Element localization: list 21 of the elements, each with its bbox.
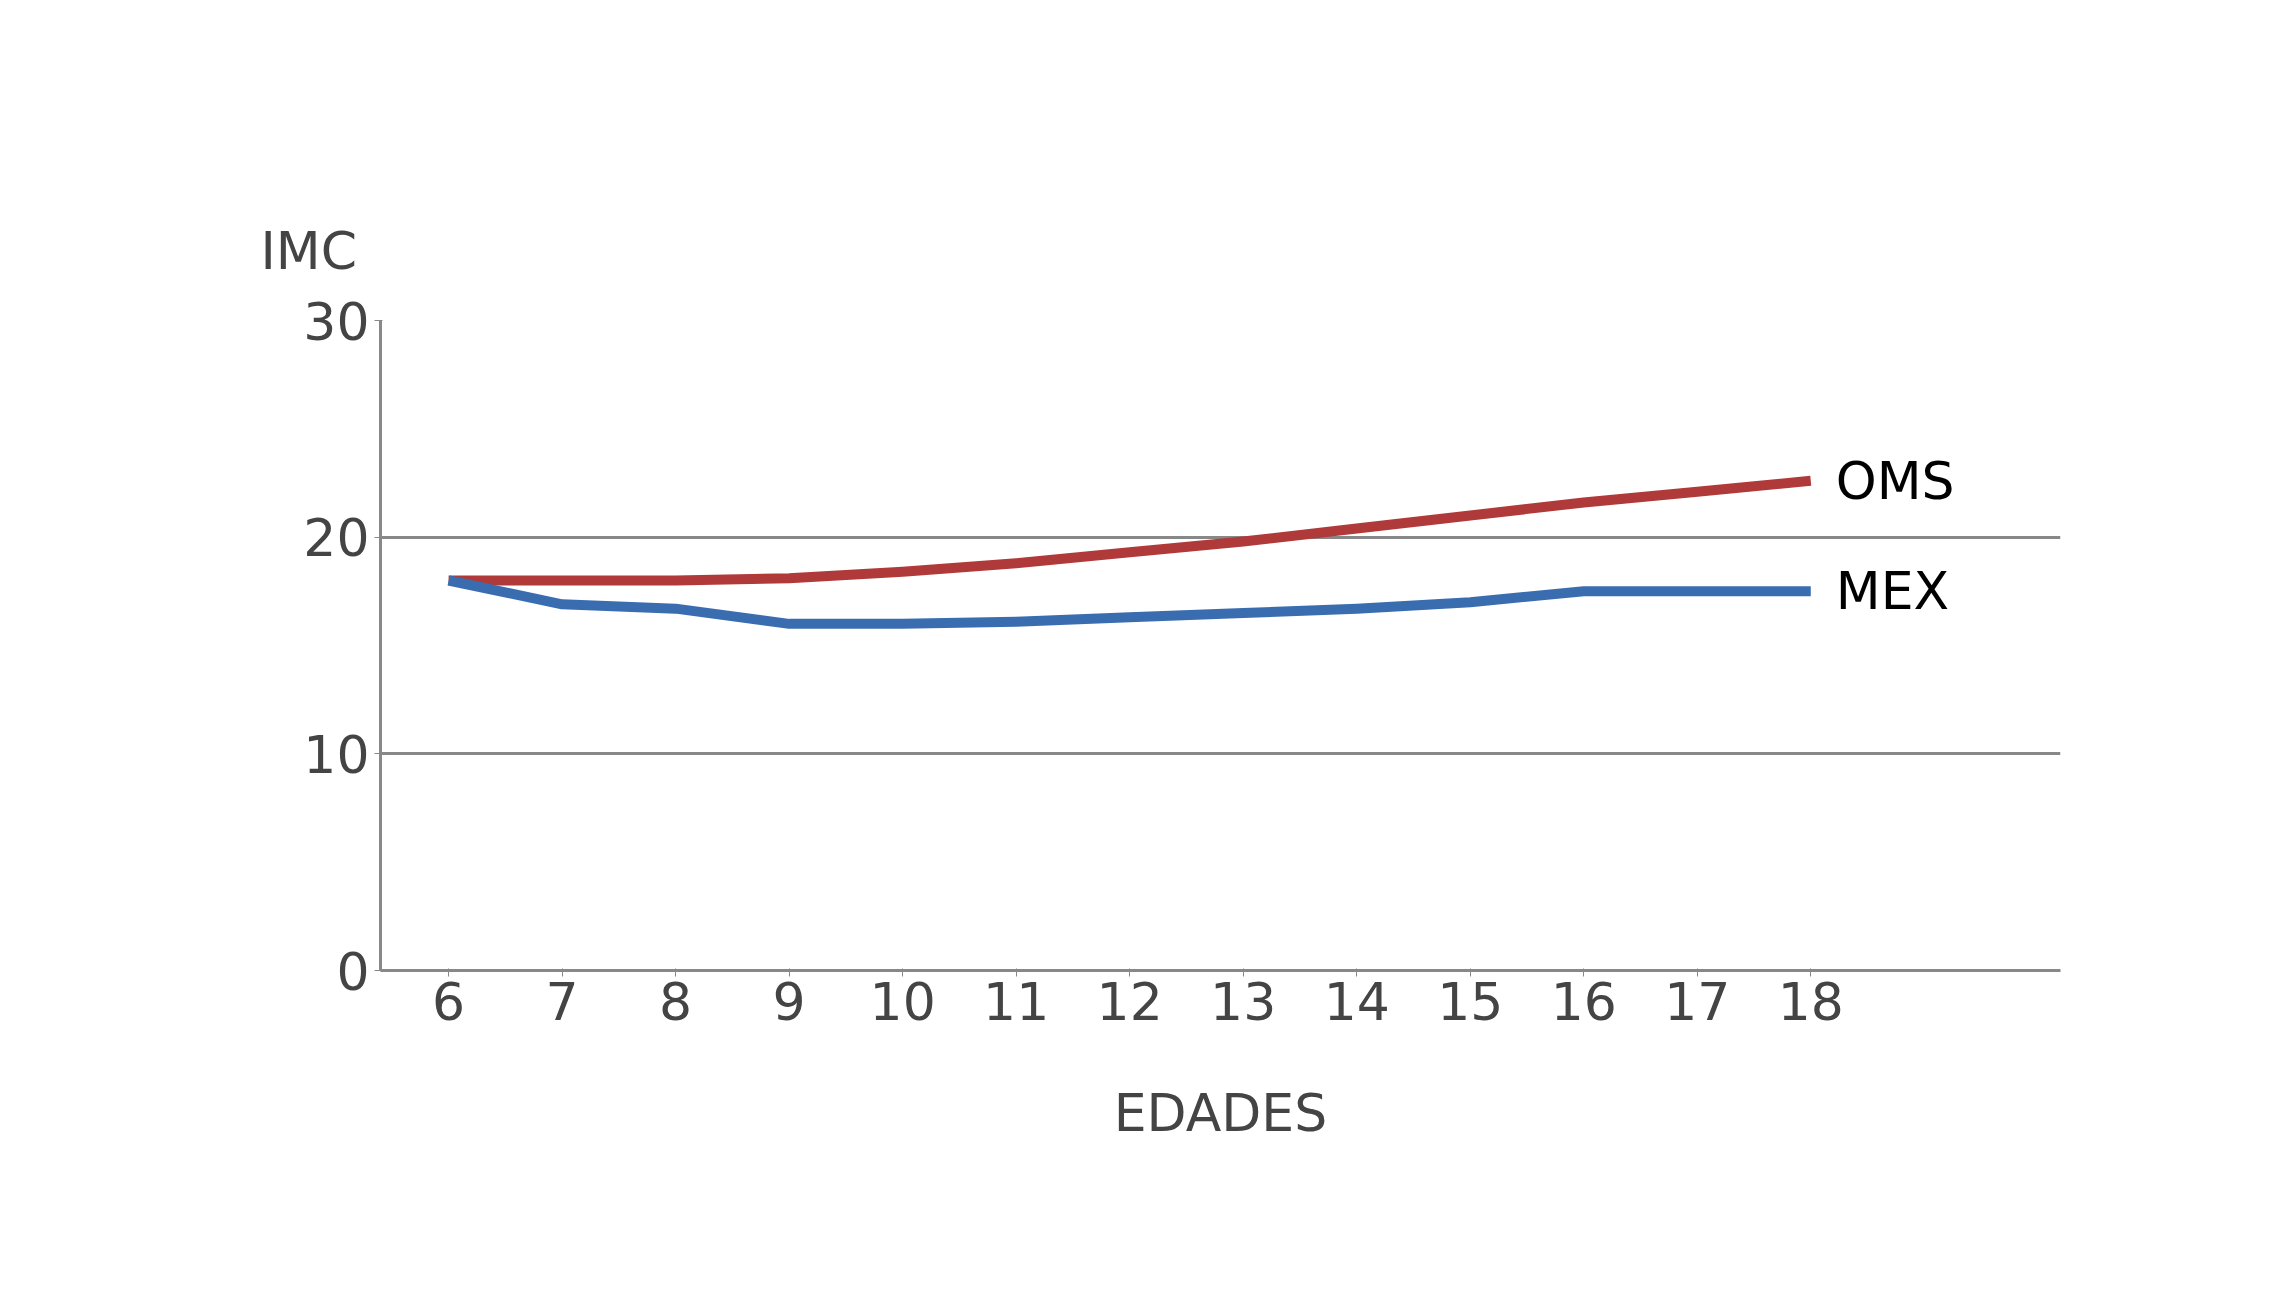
- x-tick-label: 7: [545, 971, 579, 1032]
- x-tick-label: 13: [1210, 971, 1277, 1032]
- series-label: MEX: [1835, 561, 1950, 622]
- x-axis-title: EDADES: [1113, 1082, 1328, 1143]
- x-tick-label: 16: [1550, 971, 1617, 1032]
- x-tick-label: 18: [1777, 971, 1844, 1032]
- x-tick-label: 15: [1437, 971, 1504, 1032]
- y-axis-title: IMC: [260, 220, 358, 281]
- y-tick-label: 30: [303, 291, 370, 352]
- y-tick-label: 0: [336, 941, 370, 1002]
- x-tick-label: 9: [772, 971, 806, 1032]
- x-tick-label: 6: [432, 971, 466, 1032]
- y-tick-label: 10: [303, 724, 370, 785]
- series-label: OMS: [1835, 450, 1955, 511]
- x-tick-label: 10: [869, 971, 936, 1032]
- y-tick-label: 20: [303, 508, 370, 569]
- x-tick-label: 17: [1664, 971, 1731, 1032]
- x-tick-label: 12: [1096, 971, 1163, 1032]
- x-tick-label: 14: [1323, 971, 1390, 1032]
- x-tick-label: 11: [983, 971, 1050, 1032]
- x-tick-label: 8: [659, 971, 693, 1032]
